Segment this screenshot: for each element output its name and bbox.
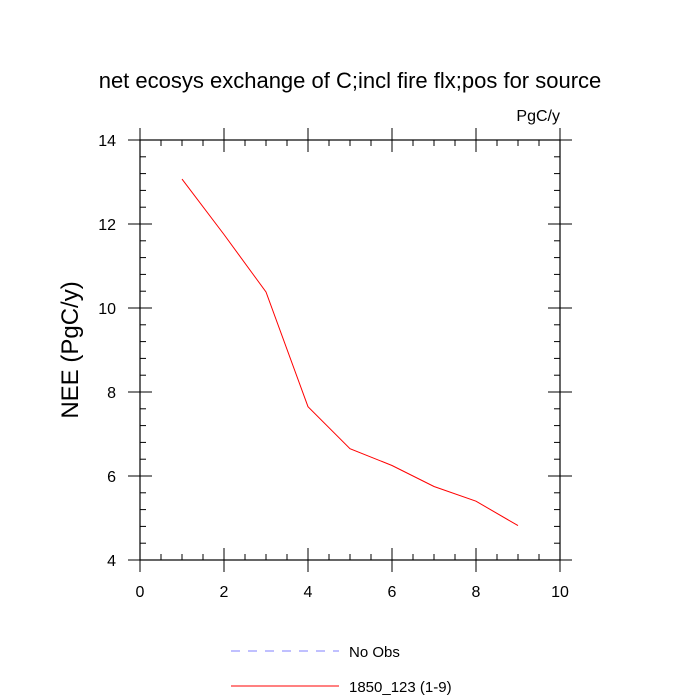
chart-title: net ecosys exchange of C;incl fire flx;p… <box>98 68 602 93</box>
y-tick-label: 14 <box>98 133 116 150</box>
x-tick-label: 10 <box>551 584 569 601</box>
series-line <box>181 178 519 527</box>
y-tick-label: 8 <box>107 385 116 402</box>
data-layer <box>181 178 519 527</box>
x-tick-label: 0 <box>136 584 145 601</box>
legend-label: No Obs <box>349 644 400 661</box>
y-tick-label: 10 <box>98 301 116 318</box>
y-axis-label: NEE (PgC/y) <box>57 281 84 418</box>
legend-label: 1850_123 (1-9) <box>349 679 452 696</box>
x-tick-label: 6 <box>388 584 397 601</box>
x-tick-label: 2 <box>220 584 229 601</box>
plot-frame <box>139 139 561 561</box>
y-tick-label: 4 <box>107 553 116 570</box>
units-label: PgC/y <box>516 108 560 125</box>
y-tick-label: 12 <box>98 217 116 234</box>
legend: No Obs 1850_123 (1-9) <box>231 644 452 696</box>
x-tick-label: 8 <box>472 584 481 601</box>
ticks-layer: 0 2 4 6 8 10 4 6 8 10 12 14 <box>98 128 572 601</box>
x-tick-label: 4 <box>304 584 313 601</box>
y-tick-label: 6 <box>107 469 116 486</box>
